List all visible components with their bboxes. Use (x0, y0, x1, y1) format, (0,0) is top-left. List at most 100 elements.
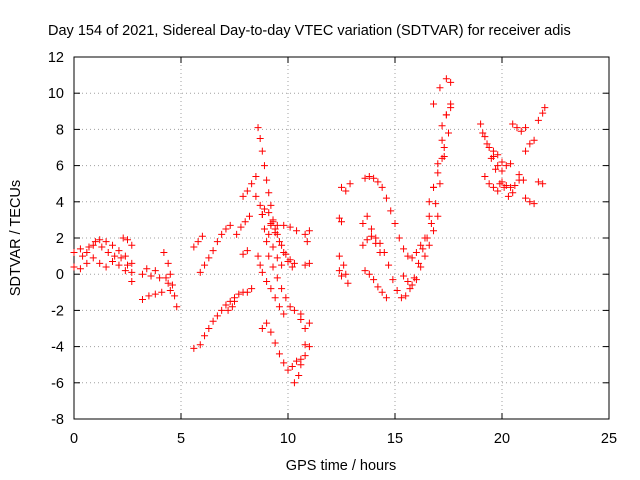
data-point-marker (263, 176, 271, 184)
data-point-marker (96, 259, 104, 267)
data-point-marker (498, 167, 506, 175)
data-point-marker (273, 254, 281, 262)
data-point-marker (481, 133, 489, 141)
data-point-marker (342, 187, 350, 195)
data-point-marker (344, 279, 352, 287)
chart-title: Day 154 of 2021, Sidereal Day-to-day VTE… (48, 23, 571, 39)
data-point-marker (489, 147, 497, 155)
data-point-marker (128, 277, 136, 285)
data-point-marker (522, 194, 530, 202)
data-point-marker (160, 248, 168, 256)
data-point-marker (138, 270, 146, 278)
data-point-marker (477, 120, 485, 128)
data-point-marker (421, 252, 429, 260)
data-point-marker (196, 268, 204, 276)
data-point-marker (239, 250, 247, 258)
data-point-marker (278, 285, 286, 293)
data-point-marker (171, 292, 179, 300)
data-point-marker (286, 223, 294, 231)
data-point-marker (295, 372, 303, 380)
data-point-marker (256, 261, 264, 269)
data-point-marker (335, 267, 343, 275)
data-point-marker (96, 236, 104, 244)
data-point-marker (361, 267, 369, 275)
data-point-marker (305, 343, 313, 351)
data-point-marker (539, 109, 547, 117)
data-point-marker (164, 279, 172, 287)
data-point-marker (115, 261, 123, 269)
data-point-marker (278, 261, 286, 269)
data-point-marker (519, 176, 527, 184)
data-point-marker (156, 274, 164, 282)
data-point-marker (224, 306, 232, 314)
data-point-marker (258, 325, 266, 332)
data-point-marker (267, 201, 275, 209)
data-point-marker (489, 183, 497, 191)
data-point-marker (243, 247, 251, 255)
data-point-marker (534, 178, 542, 186)
y-tick-label: 2 (56, 231, 64, 247)
y-tick-label: 12 (48, 50, 64, 66)
data-point-marker (124, 236, 131, 244)
data-point-marker (526, 140, 534, 148)
data-point-marker (504, 192, 512, 200)
data-point-marker (483, 140, 491, 148)
data-point-marker (374, 178, 382, 186)
data-point-marker (280, 248, 288, 256)
data-point-marker (530, 200, 538, 208)
data-point-marker (363, 236, 371, 244)
data-point-marker (417, 263, 425, 271)
data-point-marker (301, 352, 309, 360)
data-point-marker (481, 172, 489, 180)
data-point-marker (338, 218, 345, 226)
data-point-marker (387, 207, 395, 215)
data-point-marker (440, 144, 448, 151)
data-point-marker (434, 169, 442, 177)
data-point-marker (115, 247, 123, 255)
data-point-marker (128, 241, 136, 249)
data-point-marker (280, 221, 288, 229)
data-point-marker (162, 274, 170, 282)
data-point-marker (430, 227, 438, 235)
data-point-marker (438, 154, 446, 162)
data-point-marker (374, 283, 382, 291)
data-point-marker (485, 180, 493, 188)
y-tick-label: -2 (51, 303, 64, 319)
y-tick-label: 8 (56, 122, 64, 138)
data-point-marker (248, 285, 256, 293)
data-point-marker (447, 100, 455, 108)
data-point-marker (265, 252, 273, 260)
data-point-marker (76, 245, 84, 253)
data-point-marker (117, 254, 125, 262)
data-point-marker (190, 344, 198, 352)
data-point-marker (346, 180, 354, 188)
data-point-marker (397, 294, 405, 302)
data-point-marker (83, 248, 91, 256)
data-point-marker (430, 100, 438, 108)
data-point-marker (263, 277, 271, 285)
data-point-marker (196, 341, 204, 349)
data-point-marker (109, 258, 117, 266)
data-point-marker (275, 238, 283, 246)
data-point-marker (400, 272, 408, 280)
data-point-marker (235, 290, 243, 298)
data-point-marker (256, 201, 264, 209)
grid (74, 57, 609, 419)
data-point-marker (438, 122, 446, 130)
data-point-marker (502, 162, 510, 170)
data-point-marker (83, 259, 91, 267)
data-point-marker (280, 359, 288, 367)
data-point-marker (290, 259, 298, 267)
data-point-marker (237, 223, 245, 231)
y-axis-label: SDTVAR / TECUs (8, 180, 24, 296)
data-point-marker (301, 325, 309, 332)
data-point-marker (370, 174, 378, 182)
data-point-marker (164, 259, 172, 267)
data-point-marker (301, 230, 309, 238)
data-point-marker (425, 212, 433, 220)
data-point-marker (342, 270, 350, 278)
data-point-marker (265, 209, 273, 217)
data-point-marker (442, 75, 450, 83)
data-point-marker (265, 189, 273, 197)
